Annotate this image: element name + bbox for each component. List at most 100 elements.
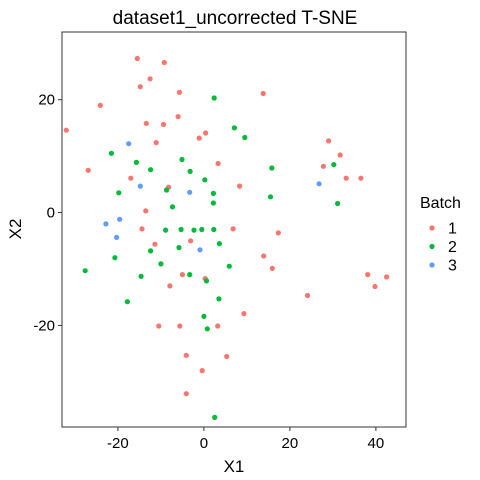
data-point-batch-2 bbox=[179, 156, 185, 163]
x-axis-title: X1 bbox=[224, 457, 245, 476]
data-point-batch-2 bbox=[226, 263, 232, 269]
data-point-batch-1 bbox=[343, 175, 349, 181]
data-point-batch-1 bbox=[188, 238, 194, 244]
data-point-batch-3 bbox=[316, 181, 322, 187]
data-point-batch-2 bbox=[203, 278, 210, 284]
data-point-batch-1 bbox=[167, 283, 173, 289]
data-point-batch-2 bbox=[210, 190, 216, 196]
data-point-batch-3 bbox=[187, 189, 193, 195]
data-point-batch-2 bbox=[148, 248, 154, 254]
data-point-batch-3 bbox=[114, 234, 120, 240]
data-point-batch-1 bbox=[143, 208, 149, 214]
data-point-batch-1 bbox=[161, 59, 167, 66]
data-point-batch-1 bbox=[97, 102, 103, 108]
x-tick-label: 20 bbox=[282, 435, 299, 452]
data-point-batch-2 bbox=[331, 162, 337, 168]
x-tick-label: 40 bbox=[368, 435, 385, 452]
data-point-batch-1 bbox=[153, 140, 159, 146]
data-point-batch-1 bbox=[365, 272, 371, 278]
legend: Batch 12 3 bbox=[420, 195, 461, 275]
data-point-batch-1 bbox=[156, 323, 162, 329]
data-point-batch-2 bbox=[163, 187, 170, 193]
data-point-batch-1 bbox=[237, 183, 243, 189]
data-point-batch-2 bbox=[211, 226, 217, 233]
data-point-batch-2 bbox=[269, 165, 275, 171]
data-point-batch-1 bbox=[215, 160, 221, 167]
data-point-batch-1 bbox=[304, 292, 311, 299]
data-point-batch-2 bbox=[169, 204, 176, 210]
y-axis-title: X2 bbox=[6, 219, 25, 240]
data-point-batch-1 bbox=[230, 226, 236, 232]
data-point-batch-1 bbox=[183, 391, 189, 397]
data-point-batch-1 bbox=[128, 175, 134, 181]
legend-label-batch-3: 3 bbox=[448, 258, 457, 275]
legend-label-batch-2: 2 bbox=[448, 239, 457, 256]
data-point-batch-2 bbox=[112, 255, 118, 261]
data-point-batch-1 bbox=[143, 120, 149, 126]
legend-key-batch-3 bbox=[429, 262, 435, 268]
data-point-batch-3 bbox=[117, 216, 123, 222]
data-point-batch-2 bbox=[176, 245, 182, 251]
data-point-batch-2 bbox=[216, 241, 222, 247]
chart-title: dataset1_uncorrected T-SNE bbox=[113, 8, 358, 29]
data-point-batch-2 bbox=[82, 268, 88, 274]
data-point-batch-1 bbox=[241, 311, 247, 317]
data-point-batch-1 bbox=[337, 152, 343, 158]
data-point-batch-1 bbox=[326, 138, 332, 144]
data-point-batch-2 bbox=[138, 273, 144, 279]
data-point-batch-2 bbox=[158, 261, 164, 267]
data-point-batch-2 bbox=[108, 150, 114, 156]
data-point-batch-3 bbox=[197, 247, 203, 253]
data-point-batch-1 bbox=[63, 127, 69, 133]
x-tick-label: -20 bbox=[107, 435, 129, 452]
data-point-batch-1 bbox=[179, 272, 185, 278]
data-point-batch-2 bbox=[199, 226, 205, 233]
data-point-batch-2 bbox=[163, 227, 169, 233]
data-point-batch-2 bbox=[148, 167, 154, 173]
data-point-batch-2 bbox=[335, 200, 341, 207]
data-point-batch-2 bbox=[210, 200, 216, 206]
data-point-batch-3 bbox=[126, 141, 132, 147]
data-point-batch-1 bbox=[275, 230, 281, 236]
data-point-batch-1 bbox=[260, 90, 266, 97]
data-point-batch-1 bbox=[177, 323, 183, 329]
data-point-batch-2 bbox=[116, 190, 122, 196]
legend-items: 12 3 bbox=[429, 221, 457, 275]
data-point-batch-2 bbox=[231, 125, 237, 131]
plot-area bbox=[63, 55, 390, 420]
data-point-batch-3 bbox=[103, 221, 109, 227]
data-point-batch-2 bbox=[178, 226, 184, 233]
data-point-batch-1 bbox=[203, 130, 209, 136]
data-point-batch-1 bbox=[261, 253, 267, 259]
data-point-batch-1 bbox=[358, 175, 364, 181]
y-tick-label: 20 bbox=[38, 92, 55, 109]
data-point-batch-1 bbox=[196, 135, 202, 141]
y-tick-label: -20 bbox=[33, 317, 55, 334]
data-point-batch-2 bbox=[204, 326, 210, 332]
data-point-batch-2 bbox=[133, 159, 139, 165]
data-point-batch-1 bbox=[176, 89, 182, 95]
data-point-batch-2 bbox=[202, 177, 208, 183]
data-point-batch-1 bbox=[269, 265, 275, 271]
data-point-batch-1 bbox=[137, 84, 143, 90]
axes: -20 0 20 40 -20 0 20 bbox=[33, 92, 384, 452]
data-point-batch-1 bbox=[372, 283, 378, 290]
data-point-batch-2 bbox=[267, 194, 274, 200]
legend-label-batch-1: 1 bbox=[448, 221, 457, 238]
data-point-batch-2 bbox=[124, 299, 130, 305]
legend-key-batch-2 bbox=[429, 243, 435, 250]
data-point-batch-1 bbox=[160, 121, 167, 128]
data-point-batch-2 bbox=[242, 134, 248, 141]
data-point-batch-1 bbox=[175, 114, 181, 120]
data-point-batch-2 bbox=[191, 227, 197, 233]
y-tick-label: 0 bbox=[47, 205, 55, 222]
legend-key-batch-1 bbox=[429, 225, 435, 231]
data-point-batch-1 bbox=[134, 55, 140, 62]
data-point-batch-1 bbox=[224, 353, 230, 360]
data-point-batch-1 bbox=[85, 167, 91, 173]
data-point-batch-1 bbox=[199, 368, 205, 374]
data-point-batch-2 bbox=[201, 313, 207, 319]
data-point-batch-2 bbox=[216, 296, 222, 302]
plot-border bbox=[61, 31, 407, 428]
